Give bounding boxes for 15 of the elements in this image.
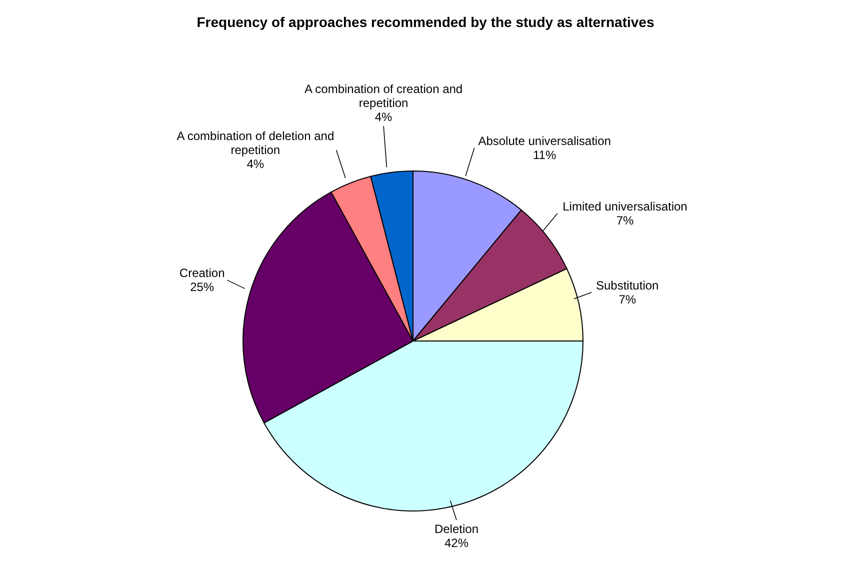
slice-label: Deletion [434,522,479,536]
data-label: 42% [444,536,469,550]
data-label: 11% [533,148,556,162]
data-label: 25% [190,280,214,294]
slice-label: Limited universalisation [562,199,688,214]
data-label: 7% [616,213,634,228]
slice-label: Absolute universalisation [478,134,611,148]
slice-label: Substitution [596,278,659,292]
data-label: 4% [246,157,264,172]
chart-title: Frequency of approaches recommended by the study as alternatives [196,14,656,30]
data-label: 7% [618,292,636,306]
data-label: 4% [374,110,393,124]
slice-label: A combination of creation and repetition [304,82,463,110]
slice-label: Creation [179,266,225,280]
slice-label: A combination of deletion and repetition [176,129,334,158]
